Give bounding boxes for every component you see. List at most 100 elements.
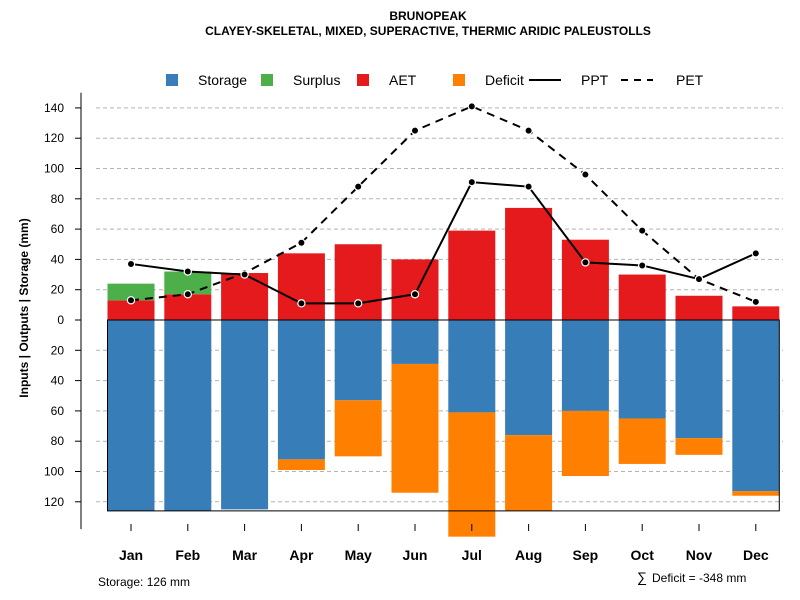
legend-swatch-surplus — [261, 74, 273, 86]
storage-frame — [107, 319, 780, 512]
y-tick-label: 80 — [51, 192, 65, 206]
bar-storage-jan — [107, 320, 155, 511]
y-tick-label: 20 — [51, 343, 65, 357]
bar-surplus-feb — [164, 271, 212, 295]
month-label-jan: Jan — [119, 547, 143, 563]
bar-deficit-jun — [391, 363, 439, 493]
footer-storage: Storage: 126 mm — [98, 575, 190, 589]
legend-swatch-deficit — [453, 74, 465, 86]
ppt-point-oct — [638, 261, 647, 270]
bars — [107, 207, 780, 537]
month-label-may: May — [345, 547, 372, 563]
bar-deficit-dec — [732, 491, 780, 496]
y-tick-label: 20 — [51, 283, 65, 297]
pet-point-jun — [410, 126, 420, 135]
y-tick-label: 120 — [44, 131, 64, 145]
ppt-point-sep — [581, 258, 590, 267]
lines — [130, 105, 757, 305]
month-label-feb: Feb — [175, 547, 200, 563]
bar-storage-nov — [675, 320, 723, 439]
bar-storage-jun — [391, 320, 439, 364]
pet-point-may — [354, 182, 363, 191]
pet-point-feb — [183, 290, 192, 299]
month-label-mar: Mar — [232, 547, 257, 563]
bar-deficit-nov — [675, 438, 723, 455]
y-tick-label: 60 — [51, 222, 65, 236]
month-label-jul: Jul — [462, 547, 482, 563]
y-tick-label: 80 — [51, 434, 65, 448]
sum-symbol: ∑ — [637, 569, 647, 585]
ppt-point-feb — [183, 267, 192, 276]
ppt-point-apr — [297, 299, 306, 308]
y-axis: 140 120 100 80 60 40 20 0 20 40 60 80 100 120 — [44, 92, 82, 530]
pet-point-apr — [297, 238, 306, 247]
bar-storage-jul — [448, 320, 496, 413]
bar-aet-aug — [505, 207, 553, 320]
bar-storage-sep — [561, 320, 609, 411]
pet-point-jan — [126, 296, 136, 305]
bar-storage-oct — [618, 320, 666, 419]
legend-label-pet: PET — [676, 72, 704, 88]
ppt-line — [130, 181, 757, 305]
month-label-dec: Dec — [743, 547, 769, 563]
y-tick-label: 40 — [51, 252, 65, 266]
y-tick-label: 40 — [51, 374, 65, 388]
bar-deficit-apr — [277, 459, 325, 470]
ppt-point-jul — [467, 177, 476, 187]
bar-aet-jun — [391, 259, 439, 320]
ppt-point-aug — [524, 182, 533, 191]
legend-label-ppt: PPT — [581, 72, 609, 88]
ppt-point-dec — [751, 249, 761, 258]
y-tick-label: 60 — [51, 404, 65, 418]
legend: Storage Surplus AET Deficit PPT PET — [166, 72, 704, 88]
bar-aet-feb — [164, 294, 212, 320]
pet-point-sep — [581, 170, 590, 179]
bar-aet-jan — [107, 300, 155, 320]
bar-storage-aug — [505, 320, 553, 436]
ppt-point-mar — [240, 270, 249, 279]
month-label-sep: Sep — [573, 547, 599, 563]
bar-aet-nov — [675, 295, 723, 320]
bar-aet-sep — [561, 239, 609, 320]
bar-aet-apr — [277, 253, 325, 320]
points — [126, 102, 761, 308]
legend-label-storage: Storage — [198, 72, 247, 88]
month-label-nov: Nov — [686, 547, 713, 563]
bar-storage-apr — [277, 320, 325, 460]
ppt-point-may — [354, 299, 363, 308]
y-tick-label: 0 — [57, 313, 64, 327]
ppt-point-nov — [694, 274, 704, 284]
legend-label-deficit: Deficit — [485, 72, 524, 88]
legend-swatch-aet — [357, 74, 369, 86]
y-axis-label: Inputs | Outputs | Storage (mm) — [17, 218, 31, 397]
bar-aet-mar — [221, 273, 269, 320]
bar-storage-feb — [164, 320, 212, 511]
legend-swatch-storage — [166, 74, 178, 86]
ppt-point-jun — [410, 290, 420, 299]
pet-point-jul — [467, 102, 476, 111]
pet-point-oct — [638, 226, 647, 235]
legend-label-aet: AET — [389, 72, 417, 88]
bar-storage-mar — [221, 320, 269, 510]
bar-aet-oct — [618, 274, 666, 320]
bar-surplus-jan — [107, 283, 155, 301]
y-tick-label: 140 — [44, 101, 64, 115]
ppt-point-jan — [126, 259, 136, 269]
month-label-jun: Jun — [403, 547, 428, 563]
y-tick-label: 100 — [44, 465, 64, 479]
legend-label-surplus: Surplus — [293, 72, 340, 88]
y-tick-label: 120 — [44, 495, 64, 509]
footer-deficit: Deficit = -348 mm — [652, 571, 746, 585]
bar-deficit-sep — [561, 410, 609, 477]
chart-title: BRUNOPEAK — [389, 9, 467, 23]
bar-deficit-oct — [618, 418, 666, 464]
bar-aet-may — [334, 244, 382, 320]
bar-aet-dec — [732, 306, 780, 320]
month-label-aug: Aug — [515, 547, 542, 563]
bar-storage-dec — [732, 320, 780, 492]
x-axis: Jan Feb Mar Apr May Jun Jul Aug Sep Oct Nov Dec — [119, 524, 769, 563]
bar-aet-jul — [448, 230, 496, 320]
pet-point-dec — [751, 297, 761, 307]
bar-deficit-aug — [505, 435, 553, 511]
